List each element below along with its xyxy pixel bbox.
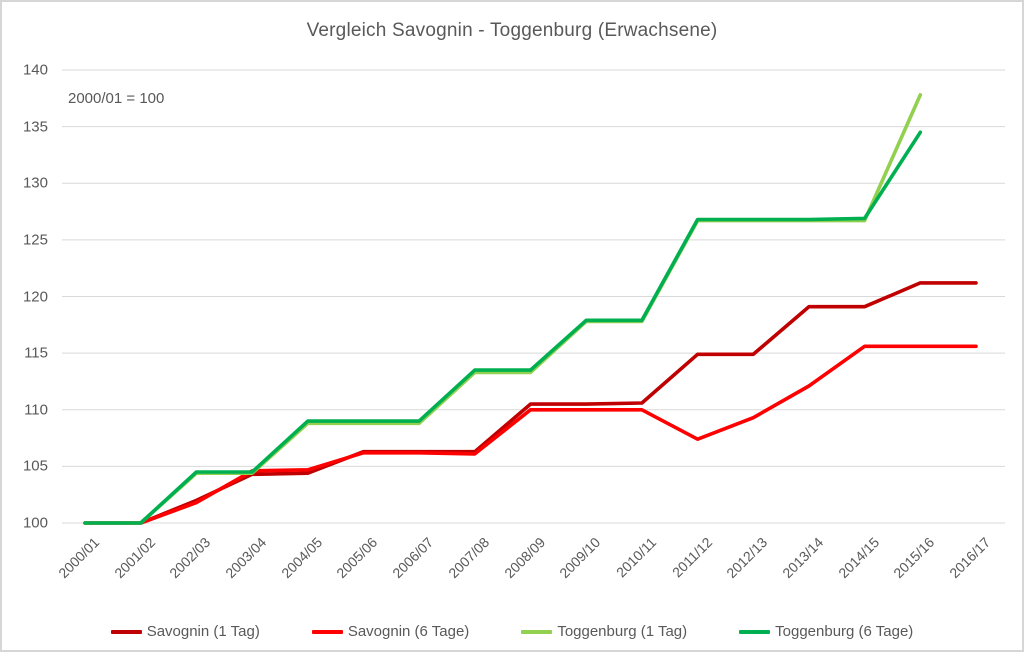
legend-item[interactable]: Savognin (6 Tage)	[311, 623, 470, 640]
legend-line-swatch	[311, 629, 343, 634]
y-axis-tick-label: 115	[24, 344, 48, 362]
legend-line-swatch	[110, 629, 142, 634]
y-axis-tick-label: 130	[22, 174, 48, 192]
y-axis-tick-label: 140	[22, 61, 48, 79]
y-axis-tick-label: 105	[22, 457, 48, 475]
baseline-annotation: 2000/01 = 100	[68, 90, 165, 107]
legend: Savognin (1 Tag) Savognin (6 Tage) Toggenb…	[2, 623, 1022, 640]
legend-label: Toggenburg (6 Tage)	[775, 623, 914, 640]
legend-item[interactable]: Toggenburg (1 Tag)	[521, 623, 687, 640]
legend-label: Toggenburg (1 Tag)	[557, 623, 688, 640]
y-axis-tick-label: 120	[22, 288, 48, 305]
chart-title: Vergleich Savognin - Toggenburg (Erwachs…	[306, 20, 718, 41]
legend-label: Savognin (1 Tag)	[146, 623, 260, 640]
legend-label: Savognin (6 Tage)	[347, 623, 470, 640]
series-line[interactable]	[83, 130, 923, 525]
legend-line-swatch	[521, 629, 553, 634]
legend-item[interactable]: Savognin (1 Tag)	[110, 623, 260, 640]
series-line[interactable]	[83, 344, 978, 525]
legend-line-swatch	[739, 629, 771, 634]
y-axis-tick-label: 110	[24, 401, 48, 419]
y-axis-tick-label: 135	[22, 118, 48, 136]
series-line[interactable]	[83, 281, 978, 525]
legend-item[interactable]: Toggenburg (6 Tage)	[739, 623, 913, 640]
series-line[interactable]	[83, 93, 923, 525]
y-axis-tick-label: 100	[22, 514, 48, 532]
y-axis-tick-label: 125	[22, 231, 48, 249]
